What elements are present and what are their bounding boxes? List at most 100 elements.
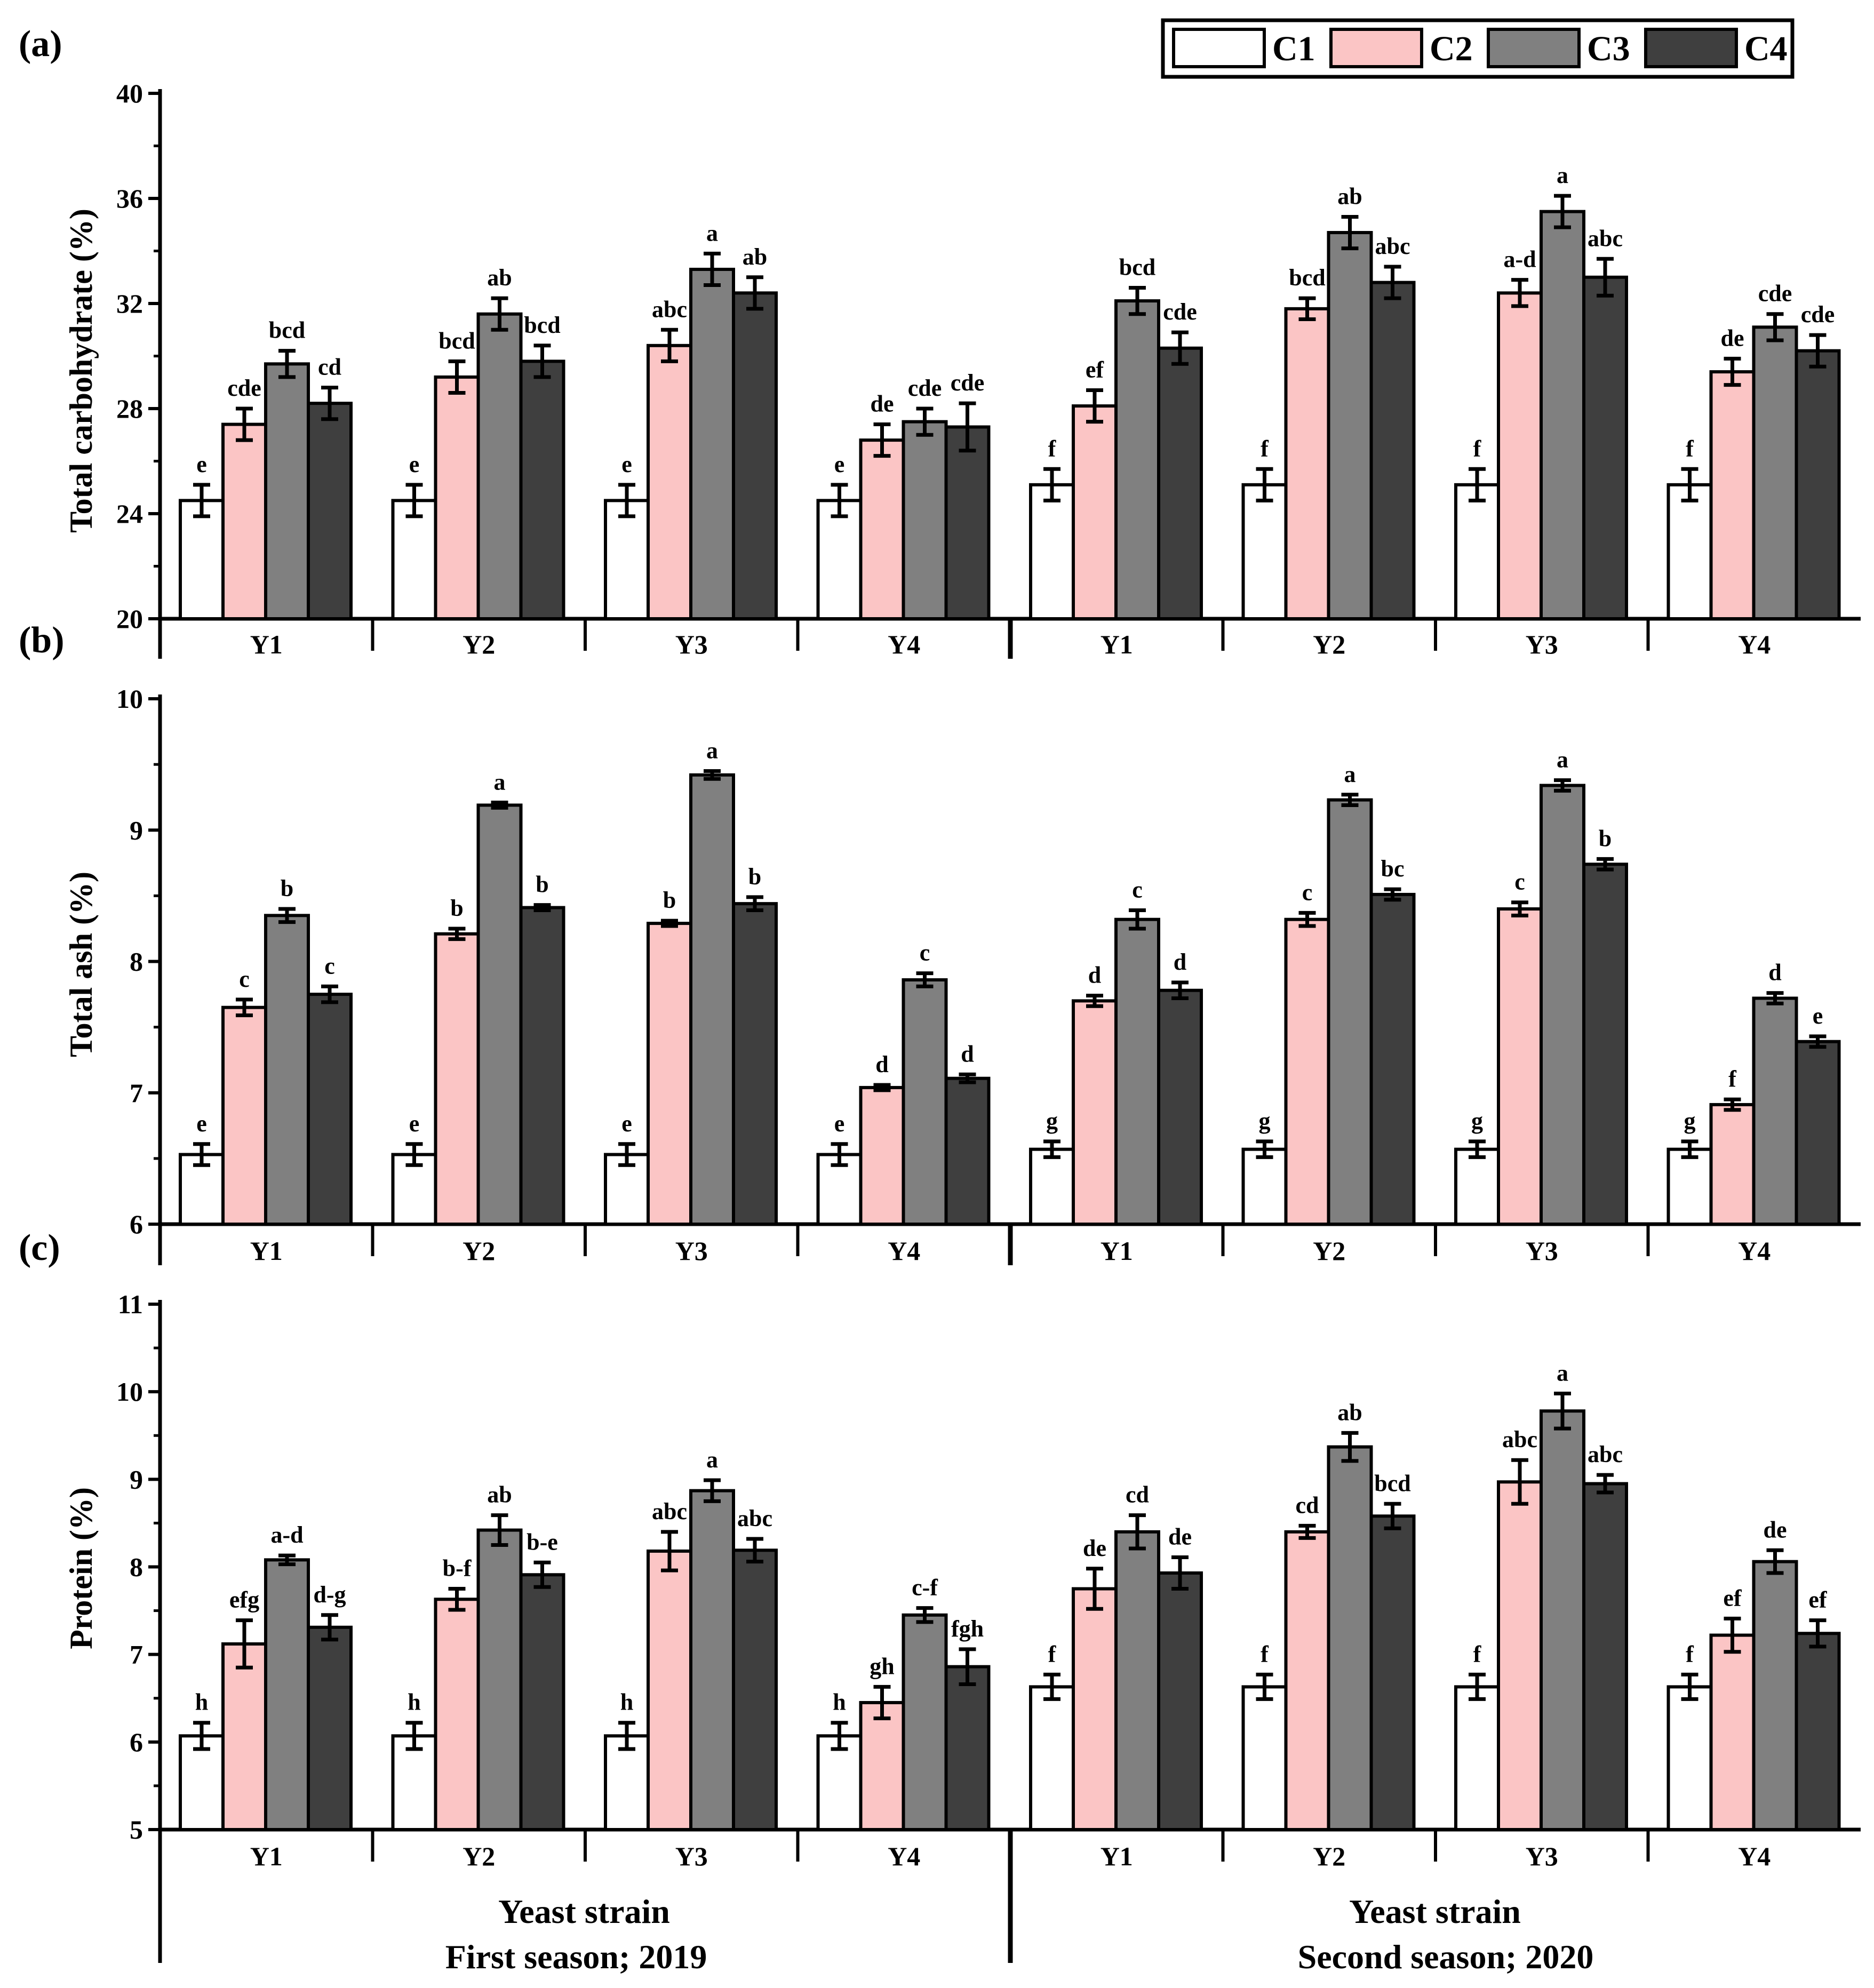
significance-letter: de bbox=[1168, 1523, 1192, 1550]
significance-letter: c bbox=[1514, 869, 1525, 895]
significance-letter: e bbox=[1813, 1003, 1823, 1029]
significance-letter: d bbox=[875, 1051, 888, 1077]
significance-letter: cd bbox=[1296, 1492, 1319, 1518]
bar-c4 bbox=[732, 902, 778, 1226]
bar-c3 bbox=[1752, 325, 1798, 620]
significance-letter: abc bbox=[652, 296, 687, 322]
bar-c3 bbox=[1327, 231, 1373, 620]
bar-c3 bbox=[1114, 917, 1160, 1226]
x-tick-label: Y2 bbox=[462, 1236, 495, 1266]
significance-letter: g bbox=[1684, 1108, 1696, 1134]
y-tick-label: 11 bbox=[118, 1289, 143, 1319]
significance-letter: de bbox=[1721, 325, 1744, 351]
bar-c4 bbox=[944, 425, 991, 620]
bar-c4 bbox=[944, 1665, 991, 1831]
bar-c3 bbox=[902, 978, 948, 1226]
legend-label-c2: C2 bbox=[1430, 29, 1473, 68]
panel-label-a: (a) bbox=[19, 23, 62, 65]
significance-letter: bcd bbox=[1119, 254, 1155, 280]
significance-letter: cd bbox=[1126, 1482, 1149, 1508]
bar-c2 bbox=[1284, 307, 1330, 620]
y-tick-label: 7 bbox=[130, 1078, 143, 1108]
significance-letter: b-e bbox=[527, 1529, 558, 1555]
bar-c2 bbox=[1497, 291, 1543, 620]
bar-c2 bbox=[1709, 1103, 1756, 1226]
significance-letter: cde bbox=[908, 375, 942, 401]
y-tick-label: 10 bbox=[116, 1377, 143, 1407]
bar-c3 bbox=[1114, 299, 1160, 620]
significance-letter: bcd bbox=[1289, 265, 1325, 291]
bar-c1 bbox=[1029, 483, 1075, 621]
significance-letter: f bbox=[1728, 1066, 1737, 1092]
bar-c1 bbox=[1241, 483, 1288, 621]
significance-letter: f bbox=[1048, 435, 1057, 461]
bar-c4 bbox=[1369, 892, 1416, 1226]
chart-panel-c: 5 6 7 8 9 10 11 Y1 Y2 Y3 Y4 Y1 Y2 Y3 Y4 h h h h f f f f efg b-f a… bbox=[116, 1289, 1861, 1963]
significance-letter: de bbox=[871, 391, 894, 417]
y-axis-label-b: Total ash (%) bbox=[63, 872, 99, 1057]
x-tick-label: Y3 bbox=[1526, 1841, 1558, 1871]
bar-c1 bbox=[391, 499, 437, 620]
bar-c3 bbox=[1327, 798, 1373, 1226]
bar-c3 bbox=[264, 1558, 310, 1832]
bar-c4 bbox=[1157, 346, 1203, 620]
y-tick-label: 8 bbox=[130, 1552, 143, 1582]
significance-letter: bcd bbox=[1374, 1470, 1410, 1496]
x-tick-label: Y2 bbox=[462, 1841, 495, 1871]
bar-c2 bbox=[434, 932, 480, 1226]
bar-c2 bbox=[434, 1598, 480, 1832]
significance-letter: h bbox=[408, 1689, 420, 1715]
bar-c4 bbox=[732, 291, 778, 620]
bar-c3 bbox=[264, 362, 310, 621]
x-tick-label: Y4 bbox=[888, 1236, 920, 1266]
bar-c4 bbox=[732, 1548, 778, 1831]
footer-right-line2: Second season; 2020 bbox=[1298, 1938, 1594, 1976]
significance-letter: d bbox=[1174, 949, 1186, 975]
bar-c2 bbox=[1497, 907, 1543, 1226]
significance-letter: gh bbox=[870, 1653, 894, 1679]
significance-letter: b bbox=[450, 895, 463, 921]
significance-letter: h bbox=[620, 1689, 633, 1715]
significance-letter: abc bbox=[1588, 1441, 1623, 1467]
significance-letter: a bbox=[706, 1447, 718, 1473]
significance-letter: a bbox=[706, 220, 718, 246]
significance-letter: bc bbox=[1381, 856, 1405, 882]
significance-letter: b bbox=[663, 887, 676, 913]
significance-letter: e bbox=[196, 451, 207, 477]
y-tick-label: 40 bbox=[116, 78, 143, 108]
significance-letter: de bbox=[1764, 1516, 1787, 1543]
significance-letter: a bbox=[706, 737, 718, 763]
significance-letter: g bbox=[1046, 1108, 1058, 1134]
y-axis-label-a: Total carbohydrate (%) bbox=[63, 209, 99, 533]
bar-c1 bbox=[179, 499, 225, 620]
y-tick-label: 28 bbox=[116, 394, 143, 424]
significance-letter: bcd bbox=[269, 317, 305, 344]
bar-c4 bbox=[1369, 1514, 1416, 1832]
x-tick-label: Y4 bbox=[888, 629, 920, 659]
significance-letter: abc bbox=[1502, 1426, 1537, 1452]
bar-c1 bbox=[1454, 1147, 1500, 1226]
significance-letter: c bbox=[1302, 879, 1313, 905]
x-tick-label: Y3 bbox=[675, 1236, 708, 1266]
bar-c4 bbox=[1582, 275, 1628, 620]
significance-letter: cde bbox=[1758, 281, 1792, 307]
bar-c2 bbox=[647, 344, 692, 620]
legend-swatch-c3 bbox=[1487, 28, 1581, 68]
significance-letter: d bbox=[961, 1041, 974, 1067]
significance-letter: a-d bbox=[270, 1522, 303, 1548]
significance-letter: f bbox=[1261, 435, 1269, 461]
y-tick-label: 8 bbox=[130, 947, 143, 977]
bar-c2 bbox=[1284, 917, 1330, 1226]
bar-c2 bbox=[1072, 404, 1118, 620]
x-tick-label: Y1 bbox=[1101, 1236, 1133, 1266]
panel-label-b: (b) bbox=[19, 620, 65, 661]
bar-c4 bbox=[307, 402, 353, 621]
significance-letter: e bbox=[409, 451, 420, 477]
bar-c2 bbox=[1709, 370, 1756, 620]
bar-c1 bbox=[604, 499, 650, 620]
bar-c1 bbox=[1029, 1147, 1075, 1226]
significance-letter: ab bbox=[1337, 183, 1362, 209]
bar-c2 bbox=[221, 1642, 267, 1831]
significance-letter: ef bbox=[1086, 357, 1105, 383]
